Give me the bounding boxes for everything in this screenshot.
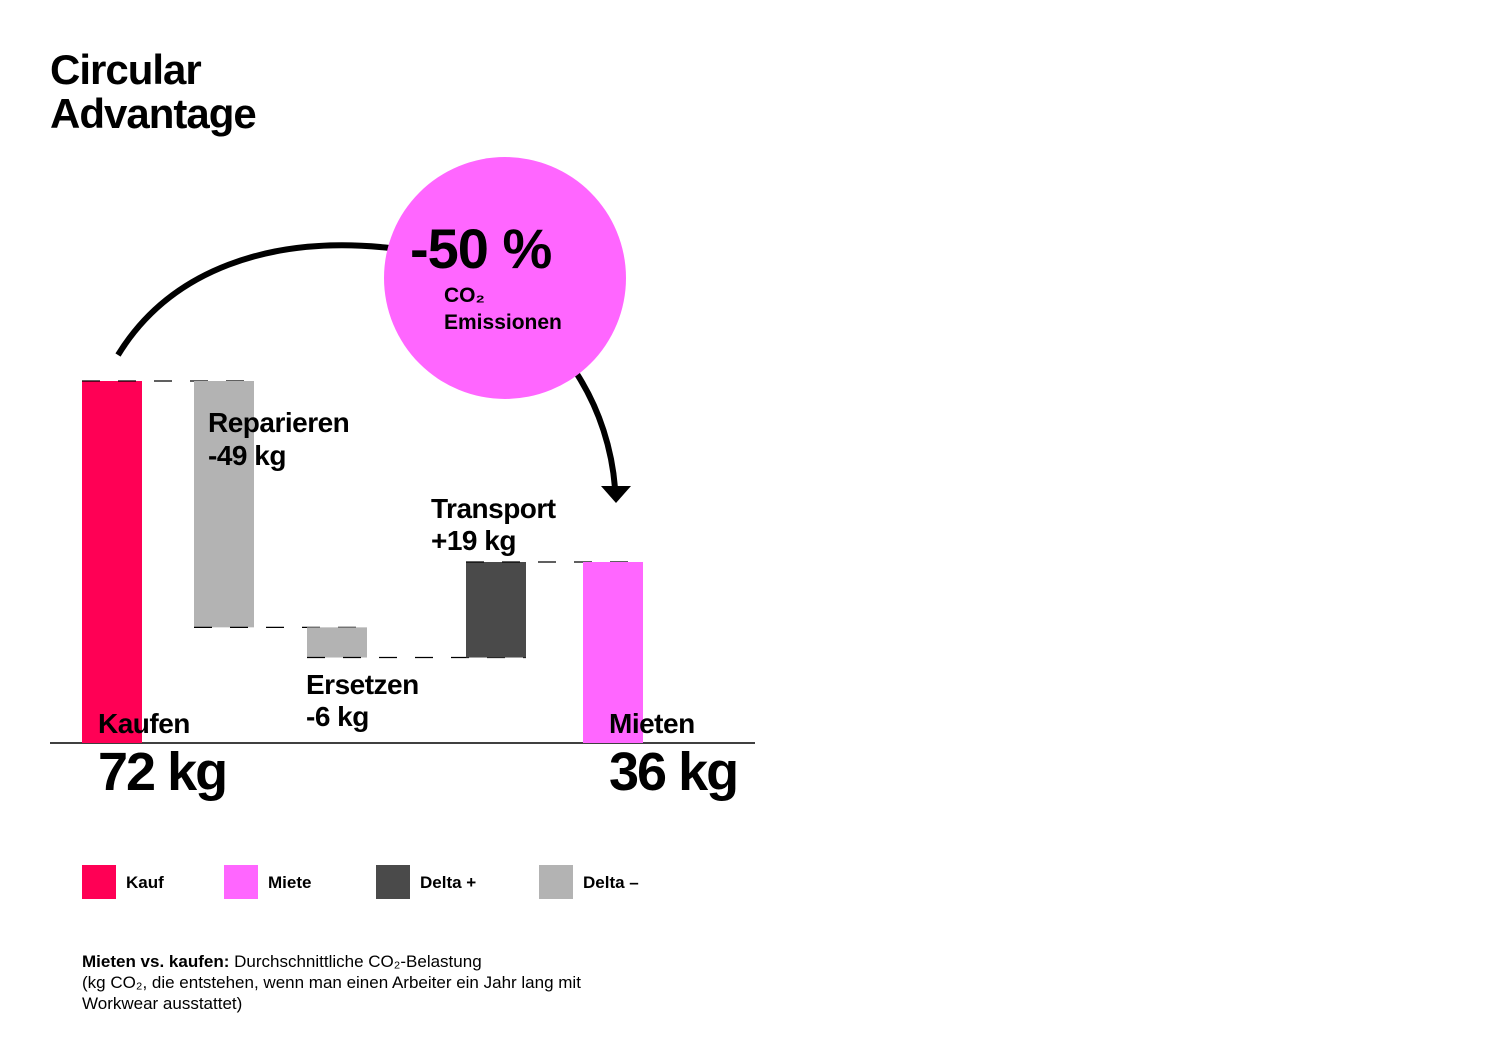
bar (307, 627, 367, 658)
bar (82, 381, 142, 743)
category-label: Reparieren (208, 407, 349, 438)
value-label: +19 kg (431, 525, 516, 556)
arrow-head (601, 486, 631, 503)
legend-swatch (224, 865, 258, 899)
arrow (574, 372, 618, 489)
category-label: Mieten (609, 708, 695, 739)
value-label: 36 kg (609, 742, 737, 802)
category-label: Kaufen (98, 708, 190, 739)
bubble-label: CO₂ (444, 284, 485, 307)
bar (194, 381, 254, 628)
legend-label: Miete (268, 873, 311, 892)
chart-title-line: Circular (50, 46, 201, 93)
value-label: -49 kg (208, 440, 286, 471)
legend-swatch (376, 865, 410, 899)
category-label: Ersetzen (306, 669, 419, 700)
highlight-bubble (384, 157, 626, 399)
chart-title-line: Advantage (50, 90, 256, 137)
legend-swatch (82, 865, 116, 899)
footnote-lead: Mieten vs. kaufen: (82, 952, 229, 971)
bar (583, 562, 643, 743)
bubble-value: -50 % (410, 217, 551, 280)
arc (115, 242, 391, 357)
value-label: -6 kg (306, 701, 369, 732)
legend-label: Kauf (126, 873, 164, 892)
footnote-text: Workwear ausstattet) (82, 994, 242, 1013)
footnote-text: Durchschnittliche CO₂-Belastung (234, 952, 482, 971)
footnote-text: (kg CO₂, die entstehen, wenn man einen A… (82, 973, 581, 992)
bar (466, 562, 526, 658)
bubble-sublabel: Emissionen (444, 311, 562, 334)
footnote: Mieten vs. kaufen: Durchschnittliche CO₂… (82, 952, 482, 971)
legend-label: Delta – (583, 873, 639, 892)
chart-title: Circular Advantage (50, 46, 256, 137)
legend-swatch (539, 865, 573, 899)
legend-label: Delta + (420, 873, 476, 892)
category-label: Transport (431, 493, 556, 524)
value-label: 72 kg (98, 742, 226, 802)
